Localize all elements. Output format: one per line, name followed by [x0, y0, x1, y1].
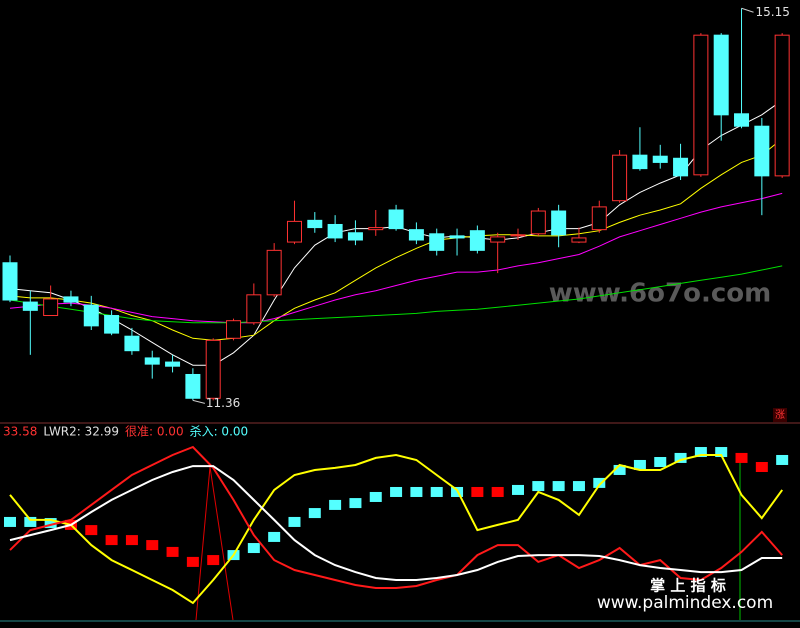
- badge: 涨: [775, 409, 785, 421]
- candle-body: [713, 34, 729, 116]
- indicator-block: [512, 484, 524, 495]
- watermark: www.6o7o.com: [549, 279, 771, 309]
- signal-line: [195, 466, 211, 621]
- candle-body: [510, 234, 526, 237]
- candle-body: [673, 157, 689, 177]
- candle-body: [2, 262, 18, 301]
- indicator-block: [593, 477, 606, 488]
- candle-body: [429, 233, 445, 251]
- candle-body: [571, 237, 587, 243]
- candle-body: [205, 339, 221, 399]
- candle-body: [165, 361, 181, 367]
- indicator-label: 33.58: [3, 425, 37, 439]
- moving-average: [9, 138, 783, 341]
- indicator-block: [674, 452, 687, 463]
- indicator-block: [776, 454, 789, 465]
- candle-body: [63, 296, 79, 303]
- candle-body: [246, 294, 262, 324]
- annotation-pointer: [192, 399, 206, 404]
- candle-body: [185, 373, 201, 399]
- candle-body: [104, 315, 120, 334]
- candle-body: [734, 113, 750, 127]
- indicator-block: [105, 535, 118, 546]
- candle-body: [144, 357, 160, 365]
- moving-average: [9, 192, 783, 324]
- candle-body: [347, 232, 363, 241]
- candle-body: [266, 249, 282, 296]
- candle-body: [307, 219, 323, 229]
- indicator-block: [755, 462, 768, 473]
- indicator-block: [715, 447, 728, 458]
- indicator-block: [430, 486, 443, 497]
- indicator-block: [613, 464, 626, 475]
- indicator-block: [532, 481, 545, 492]
- indicator-line: [9, 445, 783, 589]
- indicator-block: [552, 481, 565, 492]
- indicator-block: [349, 498, 362, 509]
- candle-body: [368, 227, 384, 231]
- indicator-block: [491, 486, 504, 497]
- annotation: 11.36: [206, 396, 240, 410]
- indicator-block: [735, 452, 748, 463]
- badge-box: [773, 408, 787, 422]
- indicator-label: 杀入: 0.00: [190, 424, 249, 439]
- indicator-line: [9, 465, 783, 581]
- annotation-pointer: [741, 7, 754, 13]
- candle-body: [408, 229, 424, 241]
- indicator-block: [186, 556, 199, 567]
- candle-body: [754, 125, 770, 177]
- candle-body: [693, 34, 709, 176]
- candle-body: [43, 298, 59, 317]
- indicator-block: [410, 486, 423, 497]
- indicator-block: [166, 546, 179, 557]
- candle-body: [632, 154, 648, 170]
- indicator-block: [308, 508, 321, 519]
- indicator-block: [146, 540, 159, 551]
- indicator-block: [288, 516, 301, 527]
- candle-body: [327, 223, 343, 239]
- watermark-url: www.palmindex.com: [597, 593, 773, 613]
- indicator-block: [85, 525, 98, 536]
- indicator-block: [572, 481, 585, 492]
- indicator-block: [247, 543, 260, 554]
- candle-body: [449, 235, 465, 239]
- indicator-block: [207, 555, 220, 566]
- indicator-block: [390, 486, 403, 497]
- watermark-title: 掌 上 指 标: [650, 577, 726, 595]
- candle-body: [388, 209, 404, 230]
- indicator-block: [633, 459, 646, 470]
- annotation: 15.15: [756, 5, 790, 19]
- signal-line: [209, 466, 234, 621]
- indicator-label: LWR2: 32.99: [43, 425, 119, 439]
- candle-body: [226, 320, 242, 339]
- candle-body: [774, 34, 790, 177]
- candle-body: [612, 154, 628, 202]
- indicator-block: [329, 499, 342, 510]
- indicator-block: [4, 516, 16, 527]
- indicator-block: [268, 531, 281, 542]
- indicator-block: [654, 457, 667, 468]
- indicator-block: [44, 518, 57, 529]
- indicator-block: [125, 535, 138, 546]
- candle-body: [551, 210, 567, 236]
- candle-body: [652, 155, 668, 163]
- indicator-label: 很准: 0.00: [125, 425, 184, 439]
- indicator-block: [24, 516, 37, 527]
- candle-body: [530, 210, 546, 235]
- indicator-block: [369, 491, 382, 502]
- candle-body: [83, 304, 99, 327]
- candle-body: [22, 301, 38, 311]
- candle-body: [286, 220, 302, 243]
- indicator-block: [694, 447, 707, 458]
- moving-average: [9, 265, 783, 324]
- candle-body: [591, 206, 607, 231]
- indicator-line: [9, 453, 784, 605]
- candle-body: [469, 230, 485, 251]
- candle-body: [124, 335, 140, 352]
- indicator-block: [471, 486, 484, 497]
- candle-body: [490, 236, 506, 243]
